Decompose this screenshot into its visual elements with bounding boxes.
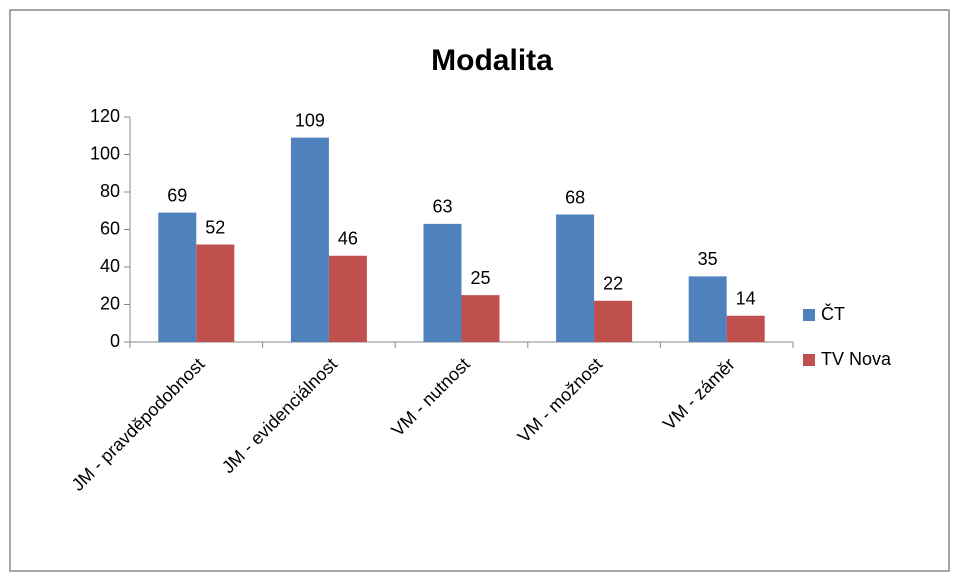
- y-tick-label: 0: [110, 331, 120, 351]
- bar: [196, 244, 235, 342]
- bar: [594, 300, 633, 342]
- y-tick-label: 60: [100, 218, 120, 238]
- data-label: 14: [736, 289, 756, 309]
- data-label: 52: [205, 217, 225, 237]
- y-tick-label: 100: [90, 143, 120, 163]
- y-tick-label: 80: [100, 181, 120, 201]
- bar: [688, 276, 727, 342]
- bar: [556, 214, 595, 342]
- bar: [290, 137, 329, 342]
- data-label: 68: [565, 187, 585, 207]
- y-tick-label: 120: [90, 106, 120, 126]
- legend-label: ČT: [821, 303, 845, 324]
- bar: [158, 212, 197, 342]
- legend-swatch: [803, 309, 815, 321]
- bar: [328, 255, 367, 342]
- bar: [726, 315, 765, 342]
- data-label: 22: [603, 274, 623, 294]
- y-tick-label: 40: [100, 256, 120, 276]
- legend-label: TV Nova: [821, 349, 892, 369]
- data-label: 25: [470, 268, 490, 288]
- data-label: 109: [295, 110, 325, 130]
- y-tick-label: 20: [100, 293, 120, 313]
- data-label: 46: [338, 229, 358, 249]
- data-label: 69: [167, 185, 187, 205]
- chart-border: [9, 9, 950, 572]
- data-label: 63: [432, 197, 452, 217]
- bar: [461, 295, 500, 342]
- chart-title: Modalita: [431, 44, 553, 77]
- legend-swatch: [803, 354, 815, 366]
- data-label: 35: [698, 249, 718, 269]
- bar: [423, 223, 462, 342]
